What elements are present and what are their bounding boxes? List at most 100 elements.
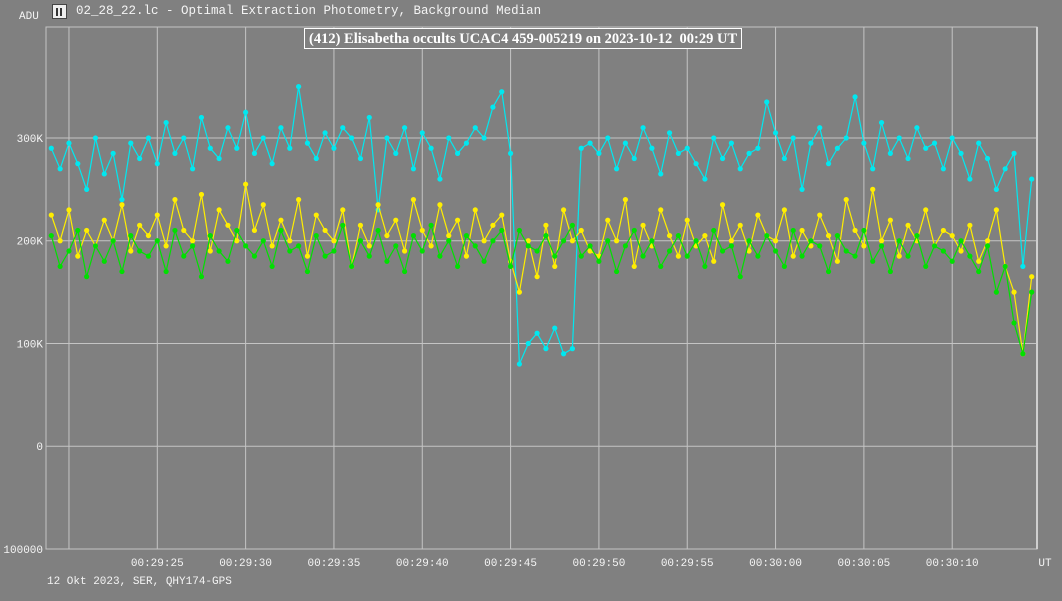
series-0-point <box>287 145 293 151</box>
series-2-point <box>48 232 54 239</box>
series-0-point <box>366 114 372 121</box>
series-0-point <box>684 145 690 151</box>
series-2-point <box>993 289 999 295</box>
series-1-point <box>66 207 72 213</box>
series-0-point <box>552 325 558 331</box>
series-2-point <box>808 238 814 244</box>
series-0-point <box>931 140 938 146</box>
series-0-point <box>66 140 72 146</box>
y-tick-label: 100K <box>17 339 44 351</box>
series-1-point <box>1011 289 1017 295</box>
series-2-point <box>198 274 205 280</box>
series-2-point <box>145 253 152 259</box>
x-tick-label: 00:29:30 <box>219 558 272 570</box>
series-2-point <box>719 248 726 254</box>
series-2-point <box>870 258 876 264</box>
series-2-point <box>331 248 337 254</box>
series-1-point <box>1029 274 1035 280</box>
series-2-point <box>454 263 461 270</box>
series-1-point <box>278 217 284 223</box>
series-0-point <box>940 166 946 172</box>
y-tick-label: 200K <box>17 237 44 249</box>
series-0-point <box>843 135 849 141</box>
series-1-point <box>905 222 911 228</box>
series-1-point <box>234 238 240 244</box>
series-2-point <box>878 243 885 249</box>
series-1-point <box>737 222 743 228</box>
series-2-point <box>746 238 752 244</box>
series-1-point <box>410 197 417 203</box>
series-2-point <box>366 253 372 259</box>
series-1-point <box>393 217 399 223</box>
chart-title: (412) Elisabetha occults UCAC4 459-00521… <box>304 28 743 49</box>
series-0-point <box>296 83 302 90</box>
series-0-point <box>993 186 999 192</box>
series-0-point <box>313 155 319 162</box>
series-0-point <box>569 346 576 352</box>
series-0-point <box>384 135 390 141</box>
series-2-point <box>711 227 717 234</box>
series-2-point <box>914 232 920 239</box>
series-0-point <box>649 145 655 151</box>
series-2-point <box>234 227 240 234</box>
series-1-point <box>834 258 840 264</box>
series-2-point <box>181 253 187 259</box>
series-0-point <box>596 150 602 156</box>
series-2-point <box>640 253 646 259</box>
series-1-point <box>702 232 708 239</box>
series-0-point <box>101 171 107 177</box>
series-0-point <box>92 135 99 141</box>
series-1-point <box>304 253 311 259</box>
series-0-point <box>543 346 549 352</box>
series-1-point <box>817 212 823 218</box>
series-0-point <box>48 145 54 151</box>
series-2-point <box>605 238 611 244</box>
series-1-point <box>746 248 752 254</box>
series-0-point <box>923 145 929 151</box>
series-0-point <box>896 135 902 141</box>
series-0-point <box>172 150 178 156</box>
series-2-point <box>702 263 708 270</box>
series-2-point <box>260 238 266 244</box>
series-2-point <box>755 253 761 259</box>
series-1-point <box>587 248 593 254</box>
series-0-point <box>666 130 673 136</box>
series-2-point <box>940 248 946 254</box>
series-1-point <box>825 232 832 239</box>
series-0-point <box>357 155 364 162</box>
series-0-point <box>128 140 134 146</box>
series-0-point <box>719 155 726 162</box>
series-1-point <box>251 227 258 234</box>
series-2-point <box>490 238 496 244</box>
series-0-point <box>419 130 425 136</box>
series-2-point <box>737 274 743 280</box>
series-0-point <box>154 161 160 167</box>
series-1-point <box>613 238 620 244</box>
series-0-point <box>817 125 823 131</box>
series-0-point <box>137 155 143 162</box>
series-1-point <box>543 222 549 228</box>
series-2-point <box>984 243 991 249</box>
series-1-point <box>269 243 275 249</box>
series-1-point <box>216 207 222 213</box>
series-1-point <box>48 212 54 218</box>
series-1-point <box>145 232 152 239</box>
series-0-point <box>825 161 832 167</box>
series-0-point <box>84 186 90 192</box>
series-2-point <box>207 232 213 239</box>
series-2-point <box>172 227 178 234</box>
series-2-point <box>419 248 425 254</box>
series-0-point <box>454 150 461 156</box>
series-1-point <box>454 217 461 223</box>
series-2-point <box>340 222 346 228</box>
series-2-point <box>658 263 664 270</box>
series-1-point <box>711 258 717 264</box>
plot-frame <box>45 26 1038 550</box>
series-0-point <box>304 140 311 146</box>
series-1-point <box>684 217 690 223</box>
series-1-point <box>366 243 372 249</box>
series-2-point <box>931 243 938 249</box>
series-2-point <box>649 238 655 244</box>
series-1-point <box>296 197 302 203</box>
series-1-point <box>101 217 107 223</box>
